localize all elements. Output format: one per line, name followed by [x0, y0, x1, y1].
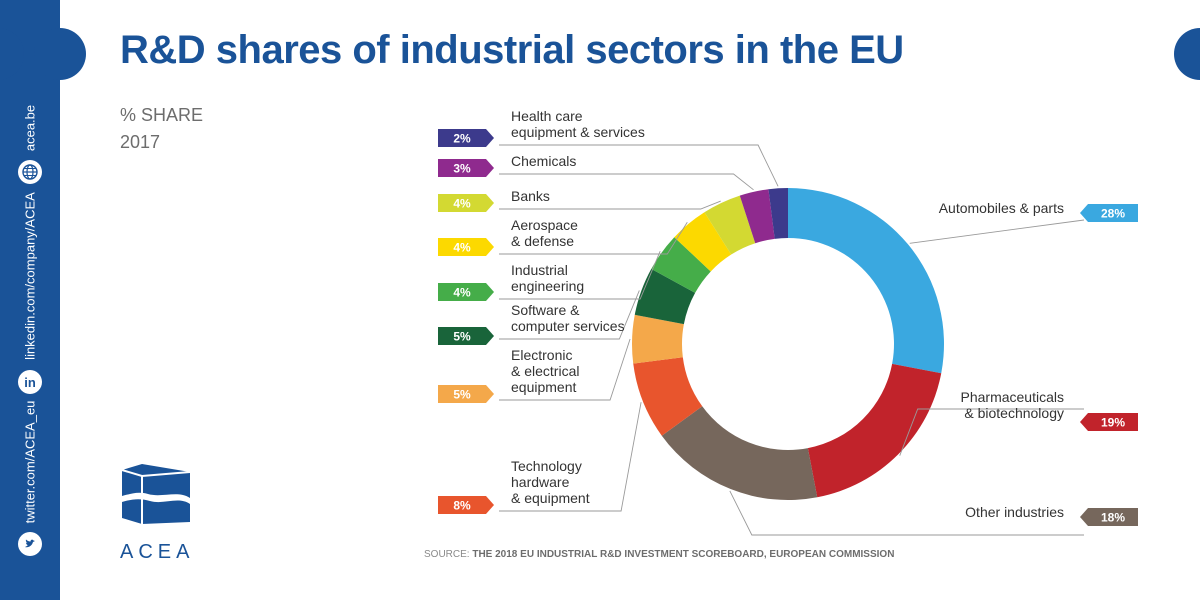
value-tag — [1080, 204, 1138, 222]
leader-line — [499, 402, 642, 512]
slice-label: Banks — [511, 188, 550, 204]
leader-line — [909, 219, 1085, 244]
donut-slice — [788, 188, 944, 374]
slice-label: Health care equipment & services — [511, 108, 645, 140]
value-label: 28% — [1101, 207, 1125, 221]
value-label: 4% — [453, 241, 471, 255]
social-sidebar: acea.be linkedin.com/company/ACEA in twi… — [0, 0, 60, 600]
value-tag — [438, 159, 494, 177]
leader-line — [499, 144, 779, 187]
donut-slice — [674, 212, 732, 272]
value-tag — [438, 496, 494, 514]
value-tag — [438, 283, 494, 301]
leader-line — [499, 222, 688, 255]
value-tag — [438, 194, 494, 212]
donut-slice — [632, 314, 684, 364]
twitter-icon[interactable] — [18, 532, 42, 556]
source-note: SOURCE: THE 2018 EU INDUSTRIAL R&D INVES… — [424, 549, 894, 560]
linkedin-icon[interactable]: in — [18, 370, 42, 394]
slice-label: Other industries — [965, 504, 1064, 520]
value-tag — [1080, 508, 1138, 526]
value-label: 4% — [453, 197, 471, 211]
slice-label: Electronic & electrical equipment — [511, 347, 579, 395]
globe-icon[interactable] — [18, 160, 42, 184]
slice-label: Pharmaceuticals & biotechnology — [961, 389, 1065, 421]
leader-line — [499, 290, 640, 340]
slice-label: Industrial engineering — [511, 262, 584, 294]
value-tag — [438, 327, 494, 345]
value-label: 4% — [453, 286, 471, 300]
value-label: 19% — [1101, 416, 1125, 430]
donut-slice — [704, 195, 756, 255]
leader-line — [729, 490, 1084, 536]
slice-label: Aerospace & defense — [511, 217, 578, 249]
slice-label: Automobiles & parts — [939, 200, 1064, 216]
page-title: R&D shares of industrial sectors in the … — [120, 28, 904, 72]
metric-label: % SHARE — [120, 105, 204, 125]
source-prefix: SOURCE: — [424, 549, 470, 560]
value-tag — [438, 129, 494, 147]
slice-label: Chemicals — [511, 153, 576, 169]
value-label: 2% — [453, 132, 471, 146]
acea-logo-icon — [121, 464, 191, 524]
value-label: 8% — [453, 499, 471, 513]
leader-line — [499, 173, 754, 191]
logo-text: ACEA — [120, 541, 195, 563]
source-text: THE 2018 EU INDUSTRIAL R&D INVESTMENT SC… — [472, 549, 895, 560]
value-label: 3% — [453, 162, 471, 176]
decorative-circle — [34, 28, 86, 80]
value-tag — [438, 238, 494, 256]
leader-line — [499, 250, 661, 300]
value-tag — [1080, 413, 1138, 431]
leader-line — [499, 338, 631, 401]
slice-label: Software & computer services — [511, 302, 625, 334]
donut-slice — [634, 268, 696, 325]
leader-line — [899, 408, 1084, 456]
donut-slice — [739, 189, 775, 244]
year-label: 2017 — [120, 132, 161, 152]
value-label: 5% — [453, 388, 471, 402]
slice-label: Technology hardware & equipment — [511, 458, 590, 506]
donut-slice — [651, 237, 711, 293]
value-label: 5% — [453, 330, 471, 344]
value-tag — [438, 385, 494, 403]
donut-slice — [633, 357, 703, 436]
donut-slice — [661, 406, 818, 500]
value-label: 18% — [1101, 511, 1125, 525]
donut-slice — [768, 188, 788, 239]
donut-slice — [807, 363, 942, 498]
leader-line — [499, 200, 721, 210]
